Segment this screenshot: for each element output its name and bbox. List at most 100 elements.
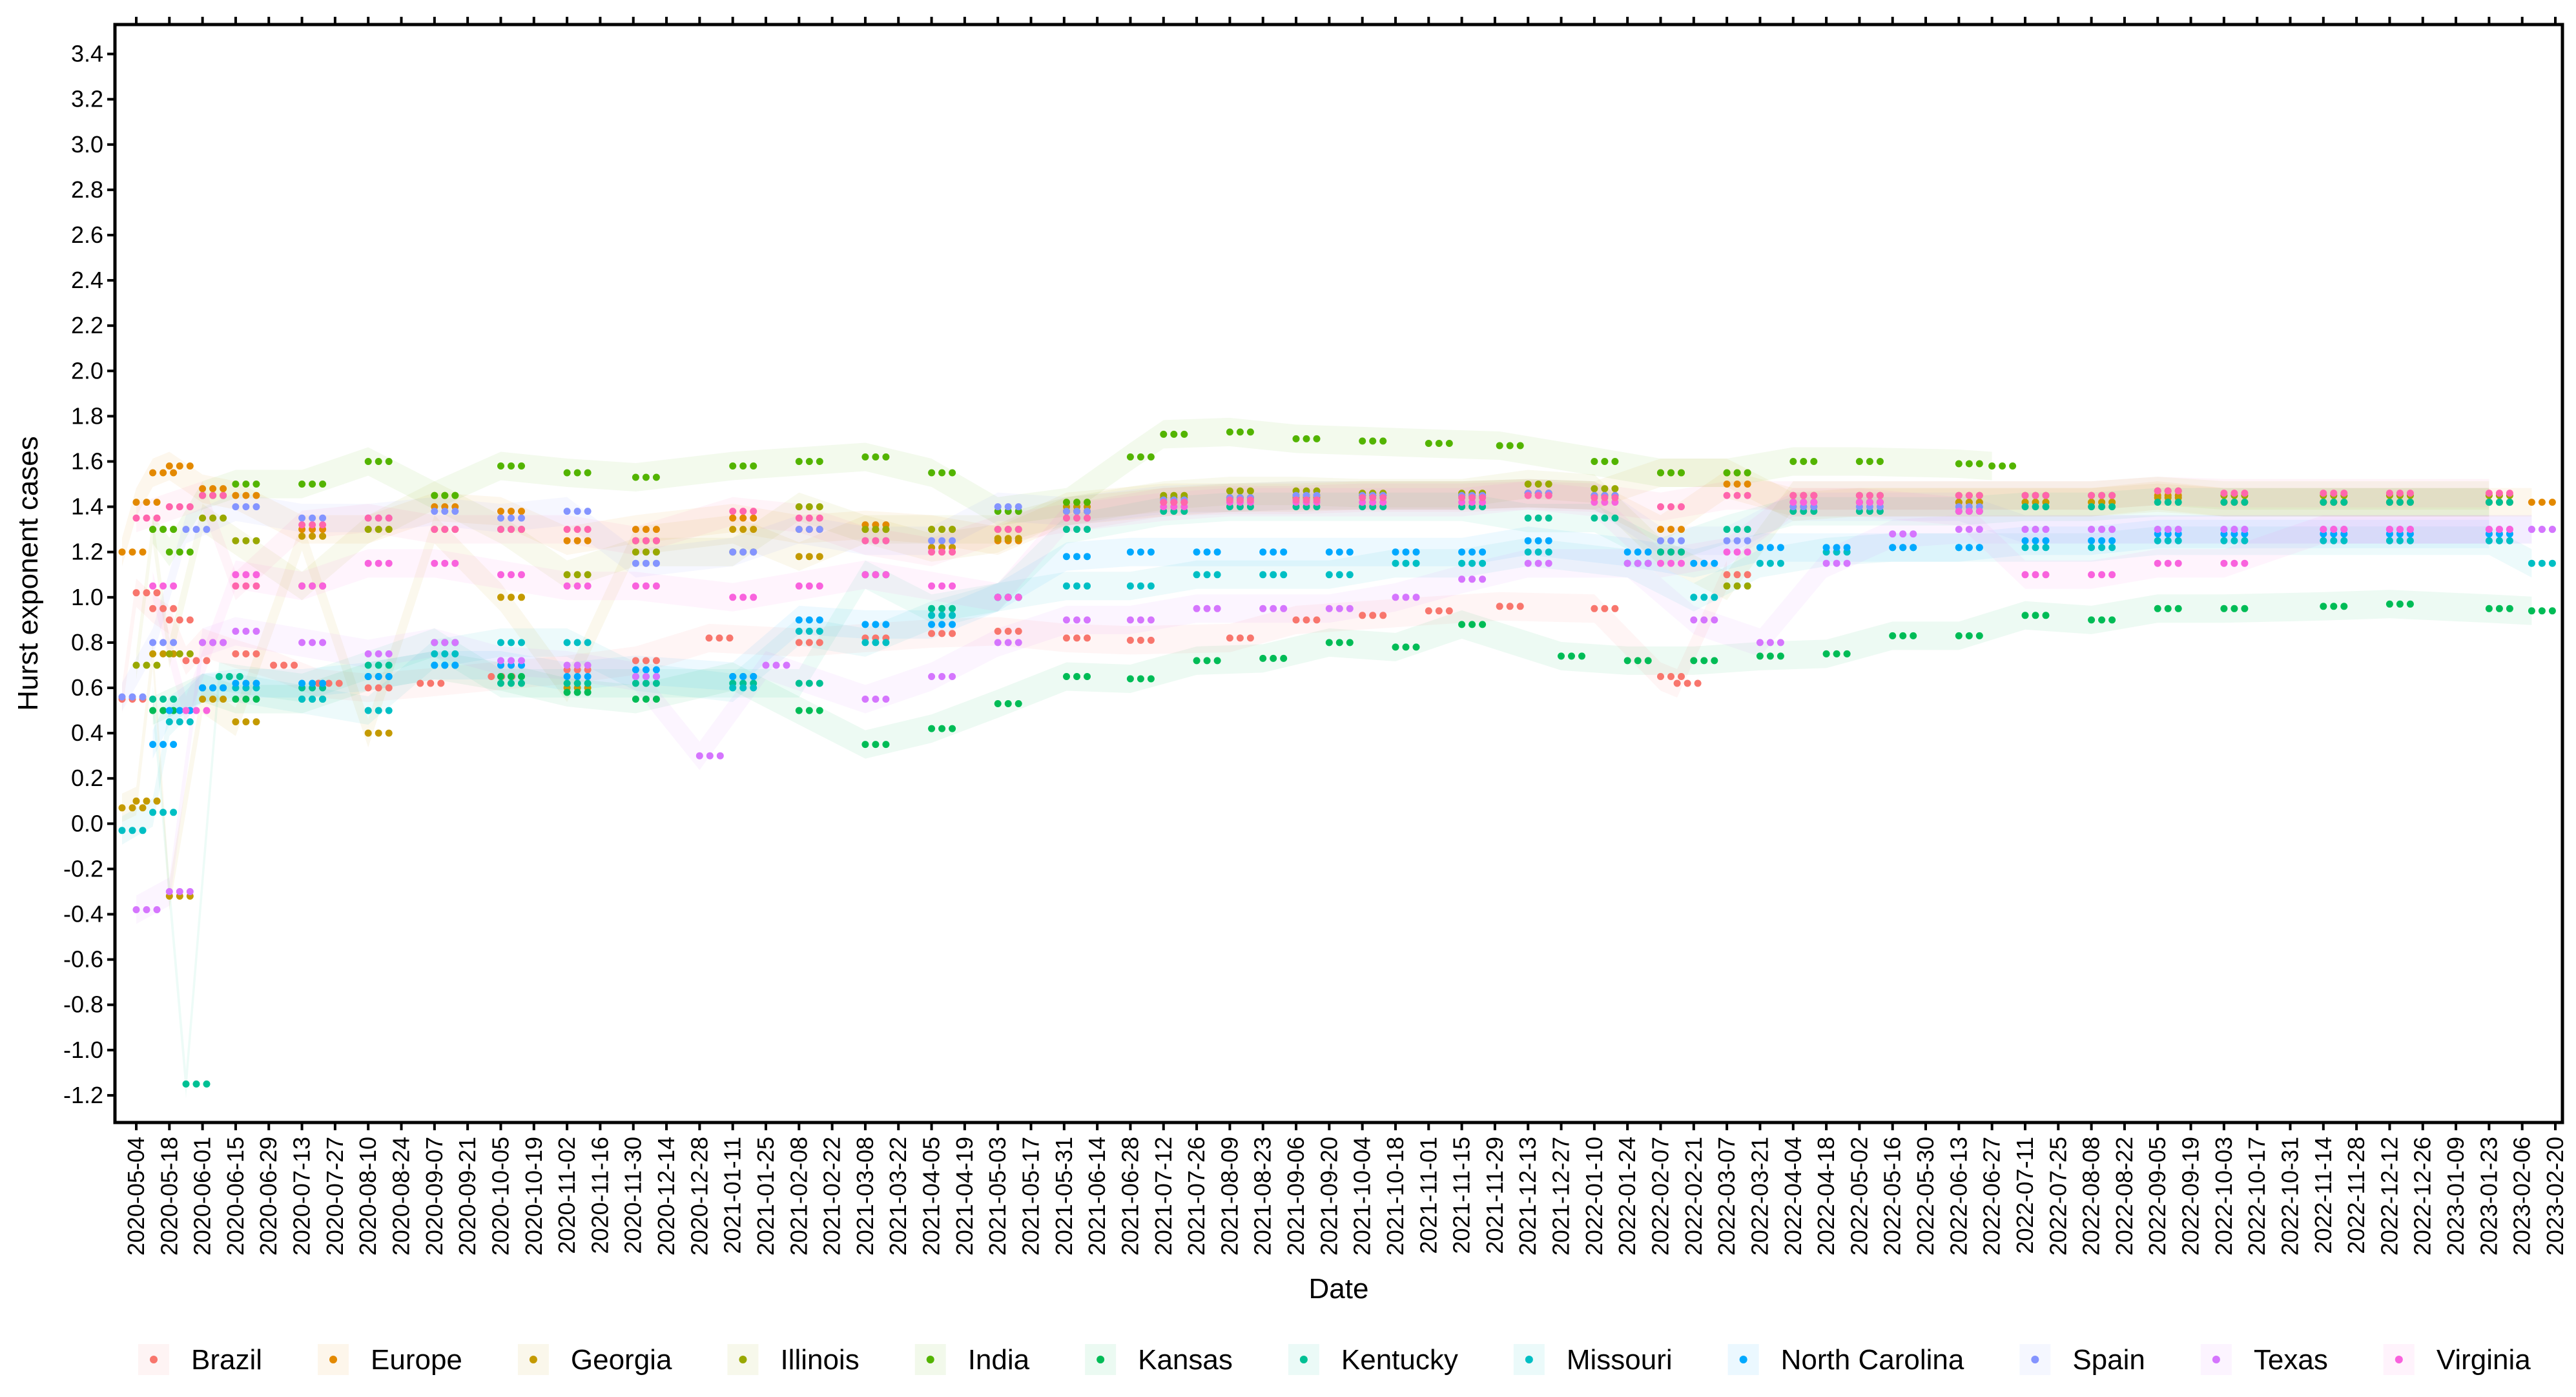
data-point bbox=[1126, 453, 1134, 460]
data-point bbox=[949, 673, 956, 680]
data-point bbox=[2021, 537, 2029, 544]
data-point bbox=[1236, 496, 1244, 504]
data-point bbox=[451, 661, 459, 669]
data-point bbox=[1690, 559, 1698, 567]
data-point bbox=[186, 616, 194, 624]
data-point bbox=[563, 661, 571, 669]
data-point bbox=[1445, 440, 1453, 447]
data-point bbox=[1910, 544, 1917, 552]
data-point bbox=[1855, 458, 1863, 465]
data-point bbox=[149, 741, 157, 749]
data-point bbox=[143, 499, 150, 506]
data-point bbox=[1955, 632, 1963, 639]
data-point bbox=[325, 679, 333, 687]
data-point bbox=[1534, 548, 1542, 556]
data-point bbox=[1346, 571, 1354, 579]
data-point bbox=[2042, 612, 2050, 619]
data-point bbox=[518, 514, 525, 522]
data-point bbox=[2330, 603, 2338, 610]
data-point bbox=[1379, 494, 1387, 502]
data-point bbox=[139, 804, 147, 812]
data-point bbox=[192, 1080, 200, 1088]
data-point bbox=[1292, 435, 1300, 442]
legend-label: Brazil bbox=[191, 1344, 262, 1376]
data-point bbox=[1591, 605, 1598, 612]
data-point bbox=[1369, 612, 1377, 619]
data-point bbox=[375, 684, 382, 692]
data-point bbox=[242, 481, 250, 488]
data-point bbox=[805, 616, 813, 624]
data-point bbox=[1822, 544, 1830, 552]
y-tick-label: 3.0 bbox=[71, 131, 103, 158]
data-point bbox=[1335, 548, 1343, 556]
data-point bbox=[1004, 535, 1012, 543]
data-point bbox=[1711, 616, 1718, 624]
data-point bbox=[1004, 503, 1012, 511]
data-point bbox=[209, 485, 217, 493]
x-tick-label: 2021-07-26 bbox=[1183, 1137, 1210, 1256]
data-point bbox=[182, 1080, 190, 1088]
data-point bbox=[149, 650, 157, 657]
data-point bbox=[518, 679, 525, 687]
data-point bbox=[1667, 503, 1674, 511]
data-point bbox=[1975, 508, 1983, 515]
series-group bbox=[149, 530, 2513, 749]
data-point bbox=[949, 526, 956, 533]
data-point bbox=[165, 707, 173, 714]
data-point bbox=[1766, 639, 1774, 647]
data-point bbox=[652, 526, 660, 533]
data-point bbox=[192, 526, 200, 533]
data-point bbox=[872, 537, 880, 544]
data-point bbox=[1313, 496, 1321, 504]
confidence-band bbox=[122, 459, 2489, 911]
data-point bbox=[1270, 654, 1277, 662]
data-point bbox=[1084, 553, 1091, 561]
legend-label: India bbox=[968, 1344, 1030, 1376]
data-point bbox=[1259, 548, 1267, 556]
data-point bbox=[584, 469, 592, 477]
legend-key bbox=[926, 1356, 934, 1363]
data-point bbox=[938, 469, 946, 477]
confidence-band bbox=[136, 470, 2489, 679]
data-point bbox=[1723, 492, 1731, 499]
data-point bbox=[1126, 616, 1134, 624]
x-tick-label: 2020-05-04 bbox=[123, 1137, 149, 1256]
data-point bbox=[805, 503, 813, 511]
data-point bbox=[1496, 442, 1503, 450]
x-tick-label: 2022-06-13 bbox=[1945, 1137, 1972, 1256]
data-point bbox=[1015, 535, 1022, 543]
data-point bbox=[2396, 499, 2404, 506]
data-point bbox=[1789, 499, 1797, 506]
data-point bbox=[1004, 526, 1012, 533]
data-point bbox=[1601, 514, 1609, 522]
data-point bbox=[739, 462, 747, 470]
data-point bbox=[518, 508, 525, 515]
data-point bbox=[2241, 605, 2249, 612]
data-point bbox=[1160, 430, 1168, 438]
data-point bbox=[2241, 490, 2249, 497]
data-point bbox=[1506, 442, 1514, 450]
data-point bbox=[1479, 559, 1487, 567]
y-tick-label: 1.2 bbox=[71, 539, 103, 565]
x-tick-label: 2021-11-01 bbox=[1415, 1137, 1441, 1254]
data-point bbox=[170, 639, 178, 647]
data-point bbox=[1975, 460, 1983, 468]
data-point bbox=[1226, 428, 1233, 436]
data-point bbox=[139, 827, 147, 834]
data-point bbox=[2042, 503, 2050, 511]
data-point bbox=[861, 621, 869, 628]
data-point bbox=[1690, 657, 1698, 665]
data-point bbox=[1084, 582, 1091, 590]
data-point bbox=[795, 707, 803, 714]
data-point bbox=[1392, 594, 1399, 601]
data-point bbox=[1402, 559, 1410, 567]
data-point bbox=[160, 741, 167, 749]
data-point bbox=[938, 548, 946, 556]
data-point bbox=[1876, 492, 1884, 499]
data-point bbox=[2164, 499, 2172, 506]
data-point bbox=[1226, 487, 1233, 495]
x-tick-label: 2022-07-11 bbox=[2012, 1137, 2038, 1254]
data-point bbox=[1965, 492, 1973, 499]
data-point bbox=[232, 481, 240, 488]
data-point bbox=[1479, 621, 1487, 628]
